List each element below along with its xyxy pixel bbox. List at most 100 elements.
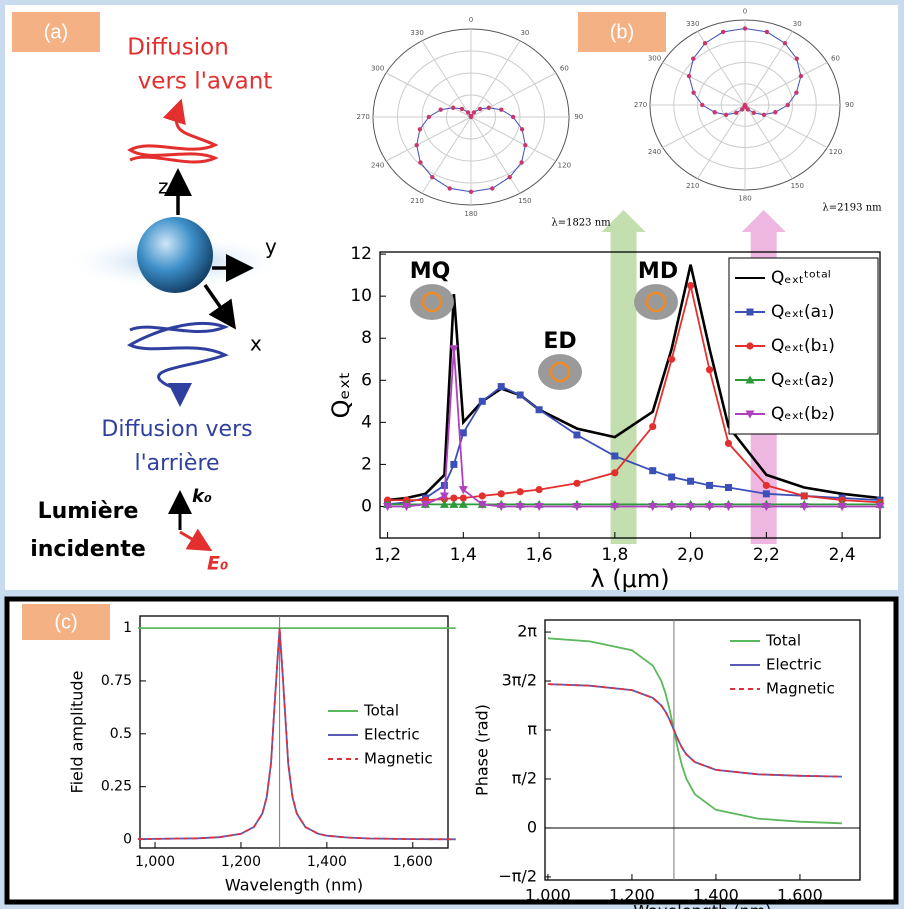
marker bbox=[706, 366, 713, 373]
x-tick-label: 1,4 bbox=[450, 545, 477, 565]
theta-tick-label: 30 bbox=[793, 20, 802, 28]
x-tick-label: 1,000 bbox=[135, 854, 175, 870]
polar-point bbox=[743, 26, 747, 30]
panel-label: (a) bbox=[44, 21, 68, 43]
marker bbox=[725, 484, 732, 491]
polar-point bbox=[691, 57, 695, 61]
y-tick-label: π/2 bbox=[512, 768, 537, 787]
polar-point bbox=[523, 143, 527, 147]
y-tick-label: 12 bbox=[350, 244, 372, 264]
polar-point bbox=[418, 160, 422, 164]
marker bbox=[649, 423, 656, 430]
marker bbox=[479, 492, 486, 499]
polar-point bbox=[795, 57, 799, 61]
page: (a) (b) (c) Diffusion vers l'avant z y x… bbox=[0, 0, 904, 909]
annotation: MQ bbox=[410, 259, 451, 284]
marker bbox=[668, 474, 675, 481]
polar-point bbox=[430, 175, 434, 179]
x-tick-label: 1,400 bbox=[307, 854, 347, 870]
y-tick-label: 2π bbox=[517, 622, 537, 641]
polar-point bbox=[490, 186, 494, 190]
theta-tick-label: 240 bbox=[371, 161, 384, 169]
polar-point bbox=[439, 108, 443, 112]
theta-tick-label: 120 bbox=[558, 161, 571, 169]
y-tick-label: 0.75 bbox=[101, 673, 132, 689]
legend-label: Electric bbox=[766, 656, 822, 674]
mode-icon bbox=[410, 284, 454, 320]
polar-point bbox=[691, 90, 695, 94]
theta-tick-label: 90 bbox=[574, 113, 583, 121]
y-tick-label: 0 bbox=[527, 817, 537, 836]
axis-label: x bbox=[250, 332, 262, 356]
marker bbox=[746, 342, 753, 349]
marker bbox=[517, 392, 524, 399]
e-label: E₀ bbox=[207, 553, 228, 575]
legend-label: Qₑₓₜ(a₁) bbox=[771, 302, 835, 322]
x-axis-label: λ (μm) bbox=[590, 565, 669, 593]
polar-point bbox=[511, 115, 515, 119]
theta-tick-label: 300 bbox=[648, 54, 661, 62]
marker bbox=[801, 492, 808, 499]
polar-point bbox=[773, 110, 777, 114]
marker bbox=[747, 309, 754, 316]
light-label: Lumière bbox=[38, 499, 139, 524]
theta-tick-label: 150 bbox=[518, 197, 531, 205]
annotation: ED bbox=[543, 329, 576, 354]
legend-label: Magnetic bbox=[364, 750, 433, 768]
y-axis-label: Phase (rad) bbox=[473, 704, 492, 796]
sphere bbox=[137, 217, 213, 293]
polar-point bbox=[687, 74, 691, 78]
theta-tick-label: 150 bbox=[791, 182, 804, 190]
legend-label: Magnetic bbox=[766, 680, 835, 698]
theta-tick-label: 0 bbox=[743, 8, 747, 16]
x-tick-label: 1,600 bbox=[393, 854, 433, 870]
polar-point bbox=[472, 110, 476, 114]
theta-tick-label: 270 bbox=[634, 101, 647, 109]
x-tick-label: 1,600 bbox=[777, 886, 823, 905]
polar-point bbox=[783, 41, 787, 45]
forward-label: Diffusion bbox=[127, 35, 229, 61]
polar-point bbox=[487, 106, 491, 110]
backward-label: Diffusion vers bbox=[101, 417, 252, 442]
marker bbox=[763, 482, 770, 489]
panel-label: (c) bbox=[54, 611, 77, 633]
y-tick-label: 0 bbox=[123, 832, 132, 848]
x-tick-label: 2,0 bbox=[677, 545, 704, 565]
marker bbox=[450, 461, 457, 468]
theta-tick-label: 330 bbox=[410, 29, 423, 37]
marker bbox=[498, 490, 505, 497]
polar-point bbox=[786, 103, 790, 107]
theta-tick-label: 240 bbox=[648, 148, 661, 156]
x-axis-label: Wavelength (nm) bbox=[633, 902, 771, 909]
marker bbox=[573, 480, 580, 487]
mode-icon bbox=[538, 354, 582, 390]
light-label: incidente bbox=[30, 537, 146, 562]
marker bbox=[517, 488, 524, 495]
theta-tick-label: 90 bbox=[845, 101, 854, 109]
y-tick-label: 8 bbox=[361, 328, 372, 348]
marker bbox=[649, 467, 656, 474]
marker bbox=[498, 383, 505, 390]
polar-point bbox=[469, 114, 473, 118]
axis-label: z bbox=[158, 175, 169, 199]
theta-tick-label: 330 bbox=[686, 20, 699, 28]
polar-point bbox=[418, 127, 422, 131]
marker bbox=[611, 469, 618, 476]
backward-label: l'arrière bbox=[134, 451, 219, 476]
y-tick-label: −π/2 bbox=[498, 866, 537, 885]
marker bbox=[611, 452, 618, 459]
polar-point bbox=[447, 186, 451, 190]
y-tick-label: 2 bbox=[361, 454, 372, 474]
polar-point bbox=[460, 107, 464, 111]
theta-tick-label: 180 bbox=[738, 195, 751, 203]
polar-point bbox=[724, 113, 728, 117]
y-axis-label: Qₑₓₜ bbox=[327, 372, 355, 419]
y-tick-label: 0.25 bbox=[101, 779, 132, 795]
polar-point bbox=[765, 30, 769, 34]
x-axis-label: Wavelength (nm) bbox=[225, 876, 363, 895]
polar-point bbox=[519, 160, 523, 164]
polar-point bbox=[414, 143, 418, 147]
polar-point bbox=[721, 30, 725, 34]
marker bbox=[725, 440, 732, 447]
y-tick-label: π bbox=[527, 719, 537, 738]
